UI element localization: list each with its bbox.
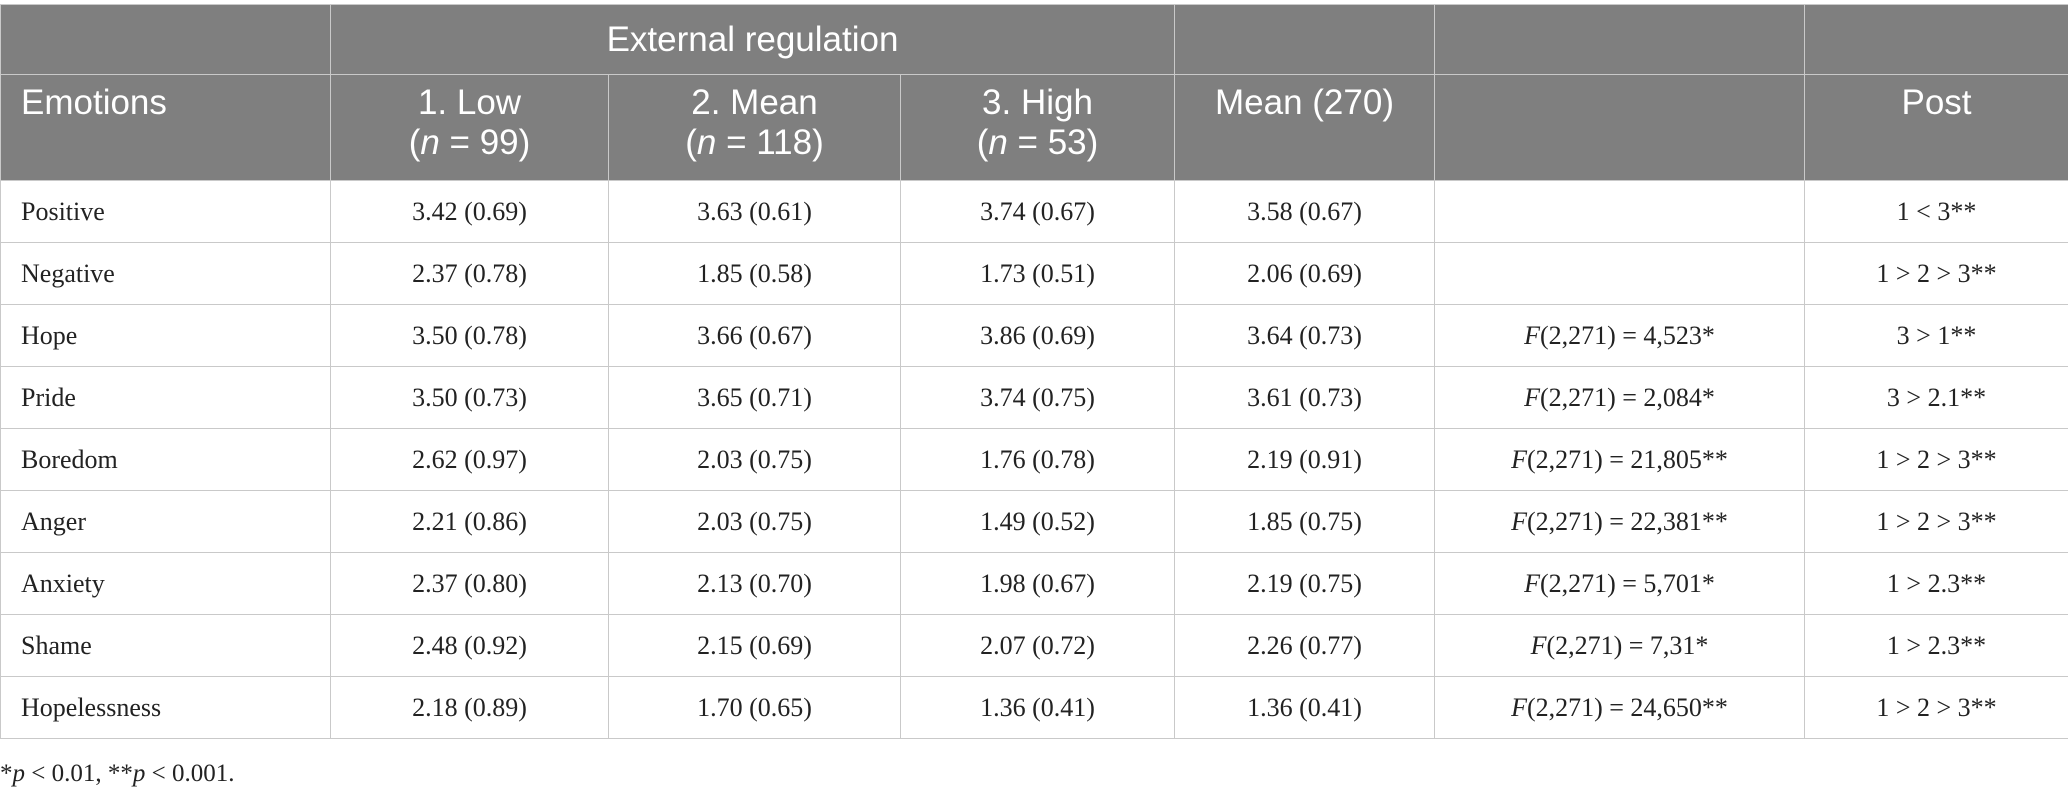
table-cell: F(2,271) = 4,523* — [1434, 304, 1805, 367]
table-cell: F(2,271) = 5,701* — [1434, 552, 1805, 615]
table-cell: 1 > 2 > 3** — [1804, 242, 2068, 305]
header-line: (n = 99) — [408, 123, 531, 162]
row-label: Pride — [0, 366, 331, 429]
column-header: Emotions — [0, 74, 331, 181]
table-cell — [1434, 180, 1805, 243]
table-cell: 3.50 (0.73) — [330, 366, 609, 429]
table-cell: 2.26 (0.77) — [1174, 614, 1435, 677]
footnote: *p < 0.01, **p < 0.001. — [0, 760, 235, 787]
table-cell: F(2,271) = 21,805** — [1434, 428, 1805, 491]
table-cell: 1.98 (0.67) — [900, 552, 1175, 615]
table-cell: 1 < 3** — [1804, 180, 2068, 243]
header-cell — [1434, 4, 1805, 75]
table-row: Anxiety 2.37 (0.80) 2.13 (0.70) 1.98 (0.67)… — [0, 552, 2068, 615]
group-header: External regulation — [330, 4, 1175, 75]
table-cell: 2.13 (0.70) — [608, 552, 901, 615]
table-row: Positive 3.42 (0.69) 3.63 (0.61) 3.74 (0.67… — [0, 180, 2068, 243]
column-header — [1434, 74, 1805, 181]
table-cell: 3.66 (0.67) — [608, 304, 901, 367]
table-row: Shame 2.48 (0.92) 2.15 (0.69) 2.07 (0.72) 2.… — [0, 614, 2068, 677]
row-label: Shame — [0, 614, 331, 677]
table-cell: F(2,271) = 7,31* — [1434, 614, 1805, 677]
column-header: Mean (270) — [1174, 74, 1435, 181]
table-cell: 2.62 (0.97) — [330, 428, 609, 491]
table-cell: 1.85 (0.75) — [1174, 490, 1435, 553]
row-label: Negative — [0, 242, 331, 305]
table-row: Anger 2.21 (0.86) 2.03 (0.75) 1.49 (0.52) 1.… — [0, 490, 2068, 553]
header-line: (n = 53) — [976, 123, 1099, 162]
table-cell: 2.15 (0.69) — [608, 614, 901, 677]
table-row: Negative 2.37 (0.78) 1.85 (0.58) 1.73 (0.51… — [0, 242, 2068, 305]
table-cell: 1 > 2 > 3** — [1804, 428, 2068, 491]
table-cell: 2.21 (0.86) — [330, 490, 609, 553]
table-cell: 2.03 (0.75) — [608, 428, 901, 491]
table-cell: 1.73 (0.51) — [900, 242, 1175, 305]
table-cell — [1434, 242, 1805, 305]
table-cell: 2.06 (0.69) — [1174, 242, 1435, 305]
header-cell — [1174, 4, 1435, 75]
table-cell: 3.50 (0.78) — [330, 304, 609, 367]
header-line: 2. Mean — [691, 83, 818, 122]
table-cell: 3.74 (0.75) — [900, 366, 1175, 429]
table-cell: 2.37 (0.80) — [330, 552, 609, 615]
table-cell: 1.36 (0.41) — [900, 676, 1175, 739]
table-cell: 2.18 (0.89) — [330, 676, 609, 739]
header-row: Emotions 1. Low (n = 99) 2. Mean (n = 118) 3.… — [0, 74, 2068, 181]
table-cell: 3.74 (0.67) — [900, 180, 1175, 243]
table-cell: 3.64 (0.73) — [1174, 304, 1435, 367]
column-header: 3. High (n = 53) — [900, 74, 1175, 181]
header-line: Emotions — [21, 83, 167, 122]
table-cell: F(2,271) = 2,084* — [1434, 366, 1805, 429]
row-label: Anxiety — [0, 552, 331, 615]
row-label: Hopelessness — [0, 676, 331, 739]
header-cell — [1804, 4, 2068, 75]
column-header: Post — [1804, 74, 2068, 181]
table-row: Hope 3.50 (0.78) 3.66 (0.67) 3.86 (0.69) 3.6… — [0, 304, 2068, 367]
table-cell: 2.37 (0.78) — [330, 242, 609, 305]
table-cell: 2.07 (0.72) — [900, 614, 1175, 677]
table-cell: F(2,271) = 22,381** — [1434, 490, 1805, 553]
table-cell: 3.61 (0.73) — [1174, 366, 1435, 429]
table-cell: 2.03 (0.75) — [608, 490, 901, 553]
table-cell: 1.70 (0.65) — [608, 676, 901, 739]
table-row: Boredom 2.62 (0.97) 2.03 (0.75) 1.76 (0.78)… — [0, 428, 2068, 491]
table-cell: 1 > 2.3** — [1804, 552, 2068, 615]
header-line: Post — [1901, 83, 1972, 122]
header-row: External regulation — [0, 4, 2068, 75]
header-line: 3. High — [982, 83, 1093, 122]
table-cell: F(2,271) = 24,650** — [1434, 676, 1805, 739]
table-cell: 2.19 (0.75) — [1174, 552, 1435, 615]
table-cell: 1.36 (0.41) — [1174, 676, 1435, 739]
table-cell: 3.86 (0.69) — [900, 304, 1175, 367]
row-label: Hope — [0, 304, 331, 367]
table-cell: 3.63 (0.61) — [608, 180, 901, 243]
table-cell: 3 > 2.1** — [1804, 366, 2068, 429]
header-line: (n = 118) — [685, 123, 824, 162]
table-cell: 2.48 (0.92) — [330, 614, 609, 677]
row-label: Anger — [0, 490, 331, 553]
header-cell — [0, 4, 331, 75]
row-label: Positive — [0, 180, 331, 243]
table-cell: 1 > 2.3** — [1804, 614, 2068, 677]
table-cell: 1.85 (0.58) — [608, 242, 901, 305]
table-cell: 3.65 (0.71) — [608, 366, 901, 429]
header-line: Mean (270) — [1215, 83, 1394, 122]
table-cell: 3 > 1** — [1804, 304, 2068, 367]
table-row: Hopelessness 2.18 (0.89) 1.70 (0.65) 1.36 (… — [0, 676, 2068, 739]
table-cell: 3.58 (0.67) — [1174, 180, 1435, 243]
table-row: Pride 3.50 (0.73) 3.65 (0.71) 3.74 (0.75) 3.… — [0, 366, 2068, 429]
column-header: 2. Mean (n = 118) — [608, 74, 901, 181]
column-header: 1. Low (n = 99) — [330, 74, 609, 181]
table: External regulation Emotions 1. Low (n = 99… — [0, 4, 2068, 739]
row-label: Boredom — [0, 428, 331, 491]
table-cell: 1 > 2 > 3** — [1804, 490, 2068, 553]
table-cell: 1 > 2 > 3** — [1804, 676, 2068, 739]
table-cell: 3.42 (0.69) — [330, 180, 609, 243]
table-cell: 1.49 (0.52) — [900, 490, 1175, 553]
header-line: 1. Low — [417, 83, 522, 122]
table-cell: 1.76 (0.78) — [900, 428, 1175, 491]
table-cell: 2.19 (0.91) — [1174, 428, 1435, 491]
